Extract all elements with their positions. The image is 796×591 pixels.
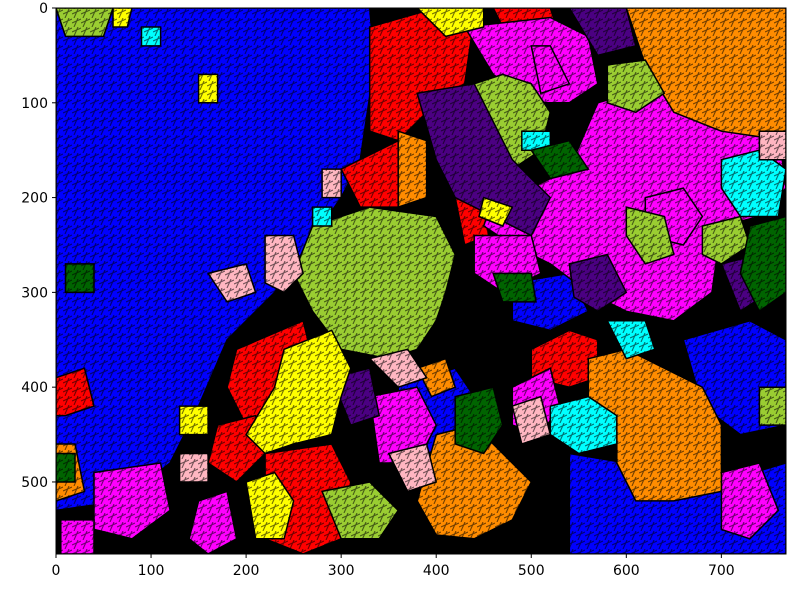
grain-boundary-overlay <box>56 8 786 554</box>
y-tick-label: 300 <box>21 285 48 301</box>
y-tick-label: 400 <box>21 380 48 396</box>
x-tick-label: 700 <box>708 563 735 579</box>
x-tick-label: 300 <box>328 563 355 579</box>
y-tick-label: 0 <box>39 1 48 17</box>
y-tick-label: 500 <box>21 475 48 491</box>
x-tick-label: 200 <box>233 563 260 579</box>
y-tick-label: 200 <box>21 191 48 207</box>
x-tick-label: 600 <box>613 563 640 579</box>
x-axis: 0 100 200 300 400 500 600 700 <box>52 554 735 579</box>
x-tick-label: 100 <box>138 563 165 579</box>
x-tick-label: 400 <box>423 563 450 579</box>
y-axis: 0 100 200 300 400 500 <box>21 1 56 491</box>
plot-frame <box>55 7 787 555</box>
y-tick-label: 100 <box>21 96 48 112</box>
x-tick-label: 500 <box>518 563 545 579</box>
plot-area <box>55 7 787 555</box>
x-tick-label: 0 <box>52 563 61 579</box>
